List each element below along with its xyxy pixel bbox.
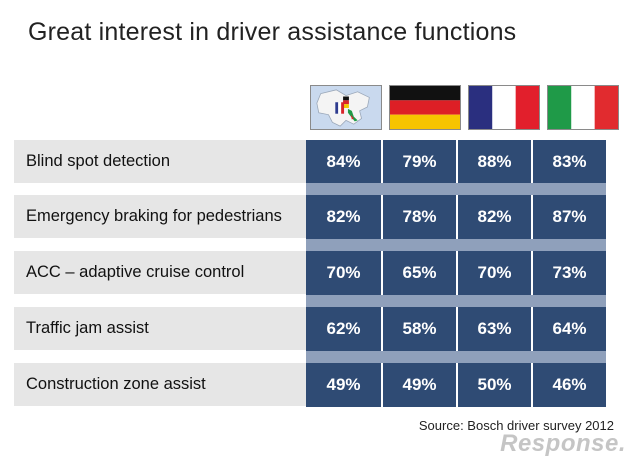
germany-flag-icon xyxy=(389,85,461,130)
row-separator xyxy=(306,239,606,251)
france-flag-icon xyxy=(468,85,540,130)
source-note: Source: Bosch driver survey 2012 xyxy=(418,418,614,433)
cell-emergency-braking-france: 82% xyxy=(456,195,531,239)
row-label-blind-spot: Blind spot detection xyxy=(14,140,306,183)
italy-flag-icon xyxy=(547,85,619,130)
cell-emergency-braking-italy: 87% xyxy=(531,195,606,239)
cell-blind-spot-germany: 79% xyxy=(381,140,456,183)
cell-acc-italy: 73% xyxy=(531,251,606,295)
row-label-acc: ACC – adaptive cruise control xyxy=(14,251,306,294)
cell-emergency-braking-europe: 82% xyxy=(306,195,381,239)
page-title: Great interest in driver assistance func… xyxy=(28,18,517,46)
cell-blind-spot-italy: 83% xyxy=(531,140,606,183)
cell-acc-germany: 65% xyxy=(381,251,456,295)
row-label-construction-zone: Construction zone assist xyxy=(14,363,306,406)
row-separator xyxy=(306,183,606,195)
row-separator xyxy=(306,351,606,363)
cell-traffic-jam-europe: 62% xyxy=(306,307,381,351)
cell-construction-zone-italy: 46% xyxy=(531,363,606,407)
europe-map-icon xyxy=(310,85,382,130)
cell-traffic-jam-france: 63% xyxy=(456,307,531,351)
cell-emergency-braking-germany: 78% xyxy=(381,195,456,239)
row-separator xyxy=(306,295,606,307)
response-watermark-logo: Response. xyxy=(500,430,626,457)
cell-blind-spot-europe: 84% xyxy=(306,140,381,183)
cell-construction-zone-europe: 49% xyxy=(306,363,381,407)
cell-traffic-jam-italy: 64% xyxy=(531,307,606,351)
cell-blind-spot-france: 88% xyxy=(456,140,531,183)
row-label-traffic-jam: Traffic jam assist xyxy=(14,307,306,350)
cell-acc-france: 70% xyxy=(456,251,531,295)
row-label-emergency-braking: Emergency braking for pedestrians xyxy=(14,195,306,238)
cell-acc-europe: 70% xyxy=(306,251,381,295)
cell-traffic-jam-germany: 58% xyxy=(381,307,456,351)
cell-construction-zone-germany: 49% xyxy=(381,363,456,407)
cell-construction-zone-france: 50% xyxy=(456,363,531,407)
